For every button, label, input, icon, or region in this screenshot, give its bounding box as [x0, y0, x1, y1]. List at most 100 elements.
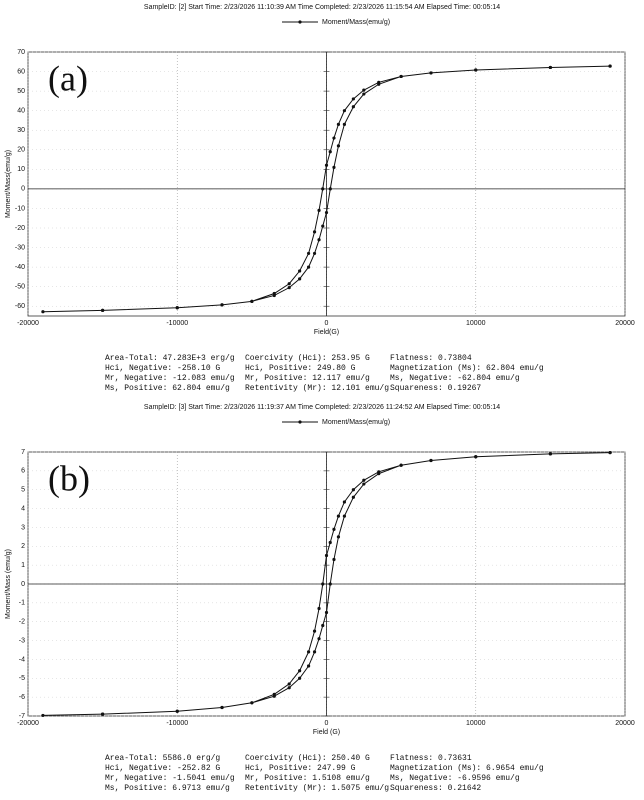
stat-text: Mr, Positive: 12.117 emu/g	[245, 374, 370, 383]
panel-label: (b)	[48, 458, 90, 498]
y-tick-label: 60	[17, 68, 25, 75]
stat-text: Squareness: 0.21642	[390, 784, 481, 793]
data-point	[362, 482, 366, 486]
legend-label: Moment/Mass(emu/g)	[322, 19, 390, 26]
data-point	[324, 163, 329, 167]
data-point	[101, 308, 105, 312]
y-tick-label: 50	[17, 88, 25, 95]
y-tick-label: 6	[21, 468, 25, 475]
data-point	[332, 165, 336, 169]
data-point	[351, 97, 355, 101]
y-tick-label: -7	[19, 713, 25, 720]
data-point	[399, 74, 403, 79]
data-point	[287, 282, 291, 286]
stat-text: Ms, Negative: -6.9596 emu/g	[390, 774, 520, 783]
stat-text: Coercivity (Hci): 250.40 G	[245, 754, 370, 763]
y-tick-label: -10	[15, 205, 25, 212]
y-tick-label: 4	[21, 505, 25, 512]
y-tick-label: -30	[15, 244, 25, 251]
y-tick-label: -1	[19, 600, 25, 607]
data-point	[312, 629, 317, 633]
data-point	[429, 71, 433, 75]
y-axis-label: Moment/Mass (emu/g)	[5, 549, 12, 619]
data-point	[317, 606, 321, 611]
data-point	[306, 251, 311, 256]
data-point	[474, 455, 478, 459]
data-point	[175, 709, 179, 713]
data-point	[336, 535, 341, 539]
header: SampleID: [2] Start Time: 2/23/2026 11:1…	[144, 4, 500, 11]
data-point	[336, 514, 341, 518]
data-point	[342, 122, 347, 126]
data-point	[351, 488, 355, 492]
x-tick-label: -10000	[166, 720, 188, 727]
data-point	[324, 610, 329, 615]
data-point	[377, 472, 381, 476]
data-point	[328, 187, 332, 191]
data-point	[328, 582, 332, 586]
data-point	[548, 65, 552, 70]
data-point	[317, 238, 321, 242]
data-point	[306, 265, 311, 269]
data-point	[362, 478, 366, 482]
header: SampleID: [3] Start Time: 2/23/2026 11:1…	[144, 404, 500, 411]
y-tick-label: -50	[15, 284, 25, 291]
stat-text: Retentivity (Mr): 1.5075 emu/g	[245, 784, 389, 793]
data-point	[312, 251, 317, 256]
y-tick-label: 70	[17, 49, 25, 56]
data-point	[336, 122, 341, 126]
data-point	[287, 686, 291, 690]
data-point	[101, 712, 105, 716]
x-tick-label: -20000	[17, 720, 39, 727]
data-point	[362, 88, 366, 92]
y-tick-label: 10	[17, 166, 25, 173]
data-point	[321, 187, 325, 191]
stat-text: Mr, Negative: -12.083 emu/g	[105, 374, 235, 383]
legend-label: Moment/Mass(emu/g)	[322, 419, 390, 426]
data-point	[328, 540, 332, 545]
data-point	[298, 676, 302, 680]
y-axis-label: Moment/Mass(emu/g)	[5, 150, 12, 218]
stat-text: Magnetization (Ms): 6.9654 emu/g	[390, 764, 544, 773]
stat-text: Hci, Negative: -252.82 G	[105, 764, 220, 773]
data-point	[317, 208, 321, 212]
y-tick-label: 5	[21, 487, 25, 494]
data-point	[250, 299, 254, 303]
data-point	[298, 277, 302, 281]
data-point	[287, 286, 291, 290]
data-point	[321, 582, 325, 586]
data-point	[220, 303, 224, 307]
y-tick-label: -2	[19, 619, 25, 626]
stat-text: Flatness: 0.73631	[390, 754, 472, 763]
stat-text: Ms, Negative: -62.804 emu/g	[390, 374, 520, 383]
data-point	[272, 293, 276, 298]
x-tick-label: 0	[325, 320, 329, 327]
y-tick-label: -3	[19, 637, 25, 644]
stat-text: Mr, Negative: -1.5041 emu/g	[105, 774, 235, 783]
data-point	[362, 92, 366, 96]
y-tick-label: 2	[21, 543, 25, 550]
data-point	[351, 495, 355, 499]
y-tick-label: -6	[19, 694, 25, 701]
data-point	[220, 705, 224, 710]
stat-text: Ms, Positive: 62.804 emu/g	[105, 384, 230, 393]
data-point	[272, 694, 276, 698]
data-point	[321, 224, 325, 228]
data-point	[287, 682, 291, 686]
x-tick-label: 10000	[466, 720, 486, 727]
data-point	[474, 68, 478, 72]
data-point	[298, 669, 302, 673]
data-point	[298, 269, 302, 273]
y-tick-label: -4	[19, 656, 25, 663]
y-tick-label: -5	[19, 675, 25, 682]
stat-text: Squareness: 0.19267	[390, 384, 481, 393]
x-tick-label: 0	[325, 720, 329, 727]
stat-text: Hci, Positive: 249.80 G	[245, 364, 356, 373]
stat-text: Magnetization (Ms): 62.804 emu/g	[390, 364, 544, 373]
data-point	[324, 210, 329, 215]
stat-text: Mr, Positive: 1.5108 emu/g	[245, 774, 370, 783]
data-point	[608, 450, 612, 455]
data-point	[399, 463, 403, 467]
data-point	[312, 230, 317, 234]
